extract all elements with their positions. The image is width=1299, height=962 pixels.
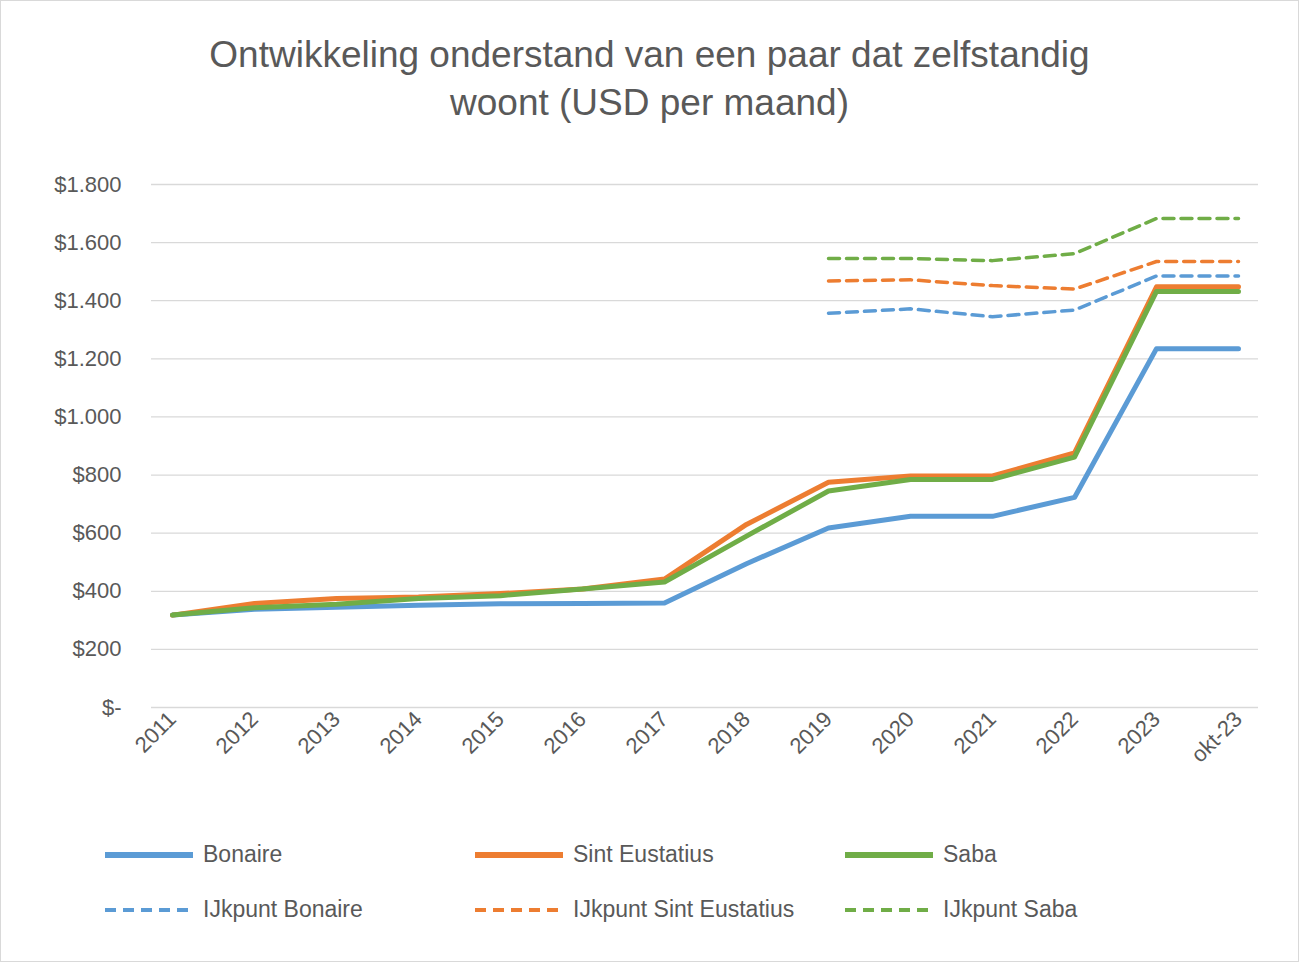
- svg-text:2011: 2011: [130, 706, 181, 757]
- svg-text:$800: $800: [73, 462, 122, 487]
- svg-text:2019: 2019: [785, 706, 837, 758]
- svg-text:okt-23: okt-23: [1186, 706, 1247, 767]
- svg-text:$600: $600: [73, 520, 122, 545]
- svg-text:2018: 2018: [703, 706, 755, 758]
- svg-text:$-: $-: [102, 695, 122, 720]
- svg-text:$1.000: $1.000: [54, 404, 121, 429]
- html-text:Ontwikkeling onderstand van ee: Ontwikkeling onderstand van een paar dat…: [209, 34, 1090, 123]
- svg-text:2017: 2017: [621, 706, 673, 758]
- svg-text:2013: 2013: [293, 706, 345, 758]
- svg-text:$1.400: $1.400: [54, 288, 121, 313]
- html-text:Sint Eustatius: Sint Eustatius: [573, 841, 714, 867]
- svg-text:2021: 2021: [949, 706, 1001, 758]
- svg-text:2020: 2020: [867, 706, 919, 758]
- svg-text:2022: 2022: [1031, 706, 1083, 758]
- svg-text:$1.600: $1.600: [54, 230, 121, 255]
- svg-text:2016: 2016: [539, 706, 591, 758]
- svg-text:2014: 2014: [375, 706, 427, 758]
- html-text:Bonaire: Bonaire: [203, 841, 283, 867]
- svg-text:$1.800: $1.800: [54, 172, 121, 197]
- svg-text:2015: 2015: [457, 706, 509, 758]
- html-text:Saba: Saba: [943, 841, 997, 867]
- html-text:IJkpunt Sint Eustatius: IJkpunt Sint Eustatius: [573, 896, 795, 922]
- html-text:IJkpunt Bonaire: IJkpunt Bonaire: [203, 896, 363, 922]
- svg-text:$200: $200: [73, 636, 122, 661]
- svg-text:2023: 2023: [1113, 706, 1165, 758]
- svg-text:2012: 2012: [211, 706, 263, 758]
- svg-text:$400: $400: [73, 578, 122, 603]
- svg-text:$1.200: $1.200: [54, 346, 121, 371]
- html-text:IJkpunt Saba: IJkpunt Saba: [943, 896, 1078, 922]
